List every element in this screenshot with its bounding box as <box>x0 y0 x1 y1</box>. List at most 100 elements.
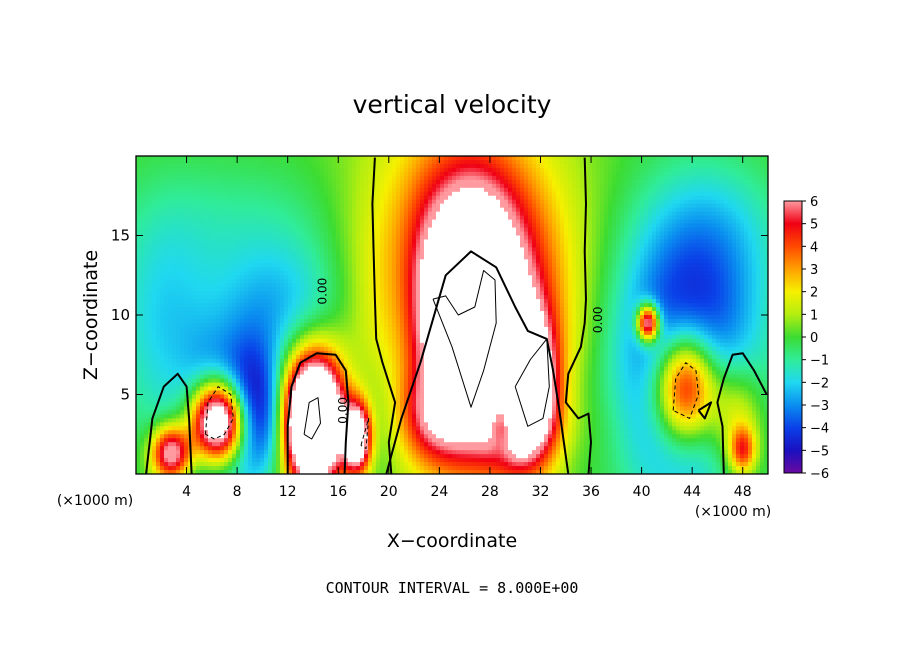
heatmap-cell <box>140 311 145 316</box>
heatmap-cell <box>136 366 141 372</box>
heatmap-cell <box>368 227 373 233</box>
heatmap-cell <box>380 299 385 304</box>
heatmap-cell <box>248 195 253 201</box>
heatmap-cell <box>380 239 385 245</box>
heatmap-cell <box>280 159 285 165</box>
heatmap-cell <box>340 342 345 348</box>
heatmap-cell <box>272 275 277 280</box>
heatmap-cell <box>368 362 373 368</box>
heatmap-cell <box>168 358 173 364</box>
heatmap-cell <box>332 446 337 451</box>
heatmap-cell <box>304 406 309 412</box>
heatmap-cell <box>144 239 149 245</box>
heatmap-cell <box>152 402 157 408</box>
heatmap-cell <box>240 227 245 233</box>
heatmap-cell <box>248 279 253 284</box>
heatmap-cell <box>148 259 153 264</box>
heatmap-cell <box>264 299 269 304</box>
heatmap-cell <box>188 410 193 415</box>
heatmap-cell <box>348 414 353 419</box>
heatmap-cell <box>296 303 301 308</box>
heatmap-cell <box>256 334 261 340</box>
heatmap-cell <box>284 307 289 312</box>
heatmap-cell <box>284 171 289 177</box>
heatmap-cell <box>184 434 189 439</box>
heatmap-cell <box>372 426 377 431</box>
heatmap-cell <box>312 374 317 380</box>
heatmap-cell <box>300 187 305 193</box>
heatmap-cell <box>256 215 261 221</box>
heatmap-cell <box>236 295 241 300</box>
heatmap-cell <box>144 279 149 284</box>
heatmap-cell <box>212 382 217 388</box>
heatmap-cell <box>188 259 193 264</box>
heatmap-cell <box>304 450 309 455</box>
heatmap-cell <box>348 374 353 380</box>
heatmap-cell <box>276 183 281 189</box>
heatmap-cell <box>272 259 277 264</box>
heatmap-cell <box>136 394 141 400</box>
heatmap-cell <box>228 318 233 324</box>
heatmap-cell <box>276 307 281 312</box>
heatmap-cell <box>312 378 317 384</box>
heatmap-cell <box>384 199 389 205</box>
heatmap-cell <box>216 390 221 396</box>
heatmap-cell <box>216 307 221 312</box>
heatmap-cell <box>244 382 249 388</box>
heatmap-cell <box>348 382 353 388</box>
heatmap-cell <box>172 235 177 241</box>
heatmap-cell <box>264 450 269 455</box>
heatmap-cell <box>140 275 145 280</box>
heatmap-cell <box>164 315 169 320</box>
heatmap-cell <box>268 275 273 280</box>
heatmap-cell <box>148 163 153 169</box>
heatmap-cell <box>332 191 337 197</box>
heatmap-cell <box>336 322 341 328</box>
heatmap-cell <box>372 390 377 396</box>
heatmap-cell <box>360 291 365 296</box>
heatmap-cell <box>268 267 273 272</box>
heatmap-cell <box>244 358 249 364</box>
heatmap-cell <box>328 394 333 400</box>
heatmap-cell <box>136 446 141 451</box>
heatmap-cell <box>308 370 313 376</box>
heatmap-cell <box>324 338 329 344</box>
heatmap-cell <box>324 386 329 392</box>
heatmap-cell <box>368 279 373 284</box>
heatmap-cell <box>300 330 305 336</box>
heatmap-cell <box>140 414 145 419</box>
heatmap-cell <box>140 159 145 165</box>
heatmap-cell <box>224 402 229 408</box>
heatmap-cell <box>284 231 289 237</box>
heatmap-cell <box>160 259 165 264</box>
heatmap-cell <box>212 418 217 423</box>
heatmap-cell <box>144 394 149 400</box>
heatmap-cell <box>216 370 221 376</box>
heatmap-cell <box>340 203 345 209</box>
heatmap-cell <box>252 311 257 316</box>
heatmap-cell <box>152 398 157 404</box>
heatmap-cell <box>340 470 345 474</box>
heatmap-cell <box>204 458 209 463</box>
heatmap-cell <box>376 311 381 316</box>
heatmap-cell <box>376 446 381 451</box>
heatmap-cell <box>224 322 229 328</box>
heatmap-cell <box>340 179 345 185</box>
heatmap-cell <box>184 338 189 344</box>
heatmap-cell <box>236 235 241 241</box>
heatmap-cell <box>188 362 193 368</box>
heatmap-cell <box>248 163 253 169</box>
heatmap-cell <box>140 163 145 169</box>
heatmap-cell <box>376 366 381 372</box>
heatmap-cell <box>252 291 257 296</box>
heatmap-cell <box>196 207 201 213</box>
heatmap-cell <box>260 263 265 268</box>
heatmap-cell <box>200 275 205 280</box>
heatmap-cell <box>320 219 325 225</box>
heatmap-cell <box>164 299 169 304</box>
heatmap-cell <box>276 398 281 404</box>
heatmap-cell <box>324 334 329 340</box>
heatmap-cell <box>140 322 145 328</box>
heatmap-cell <box>136 470 141 474</box>
heatmap-cell <box>360 187 365 193</box>
